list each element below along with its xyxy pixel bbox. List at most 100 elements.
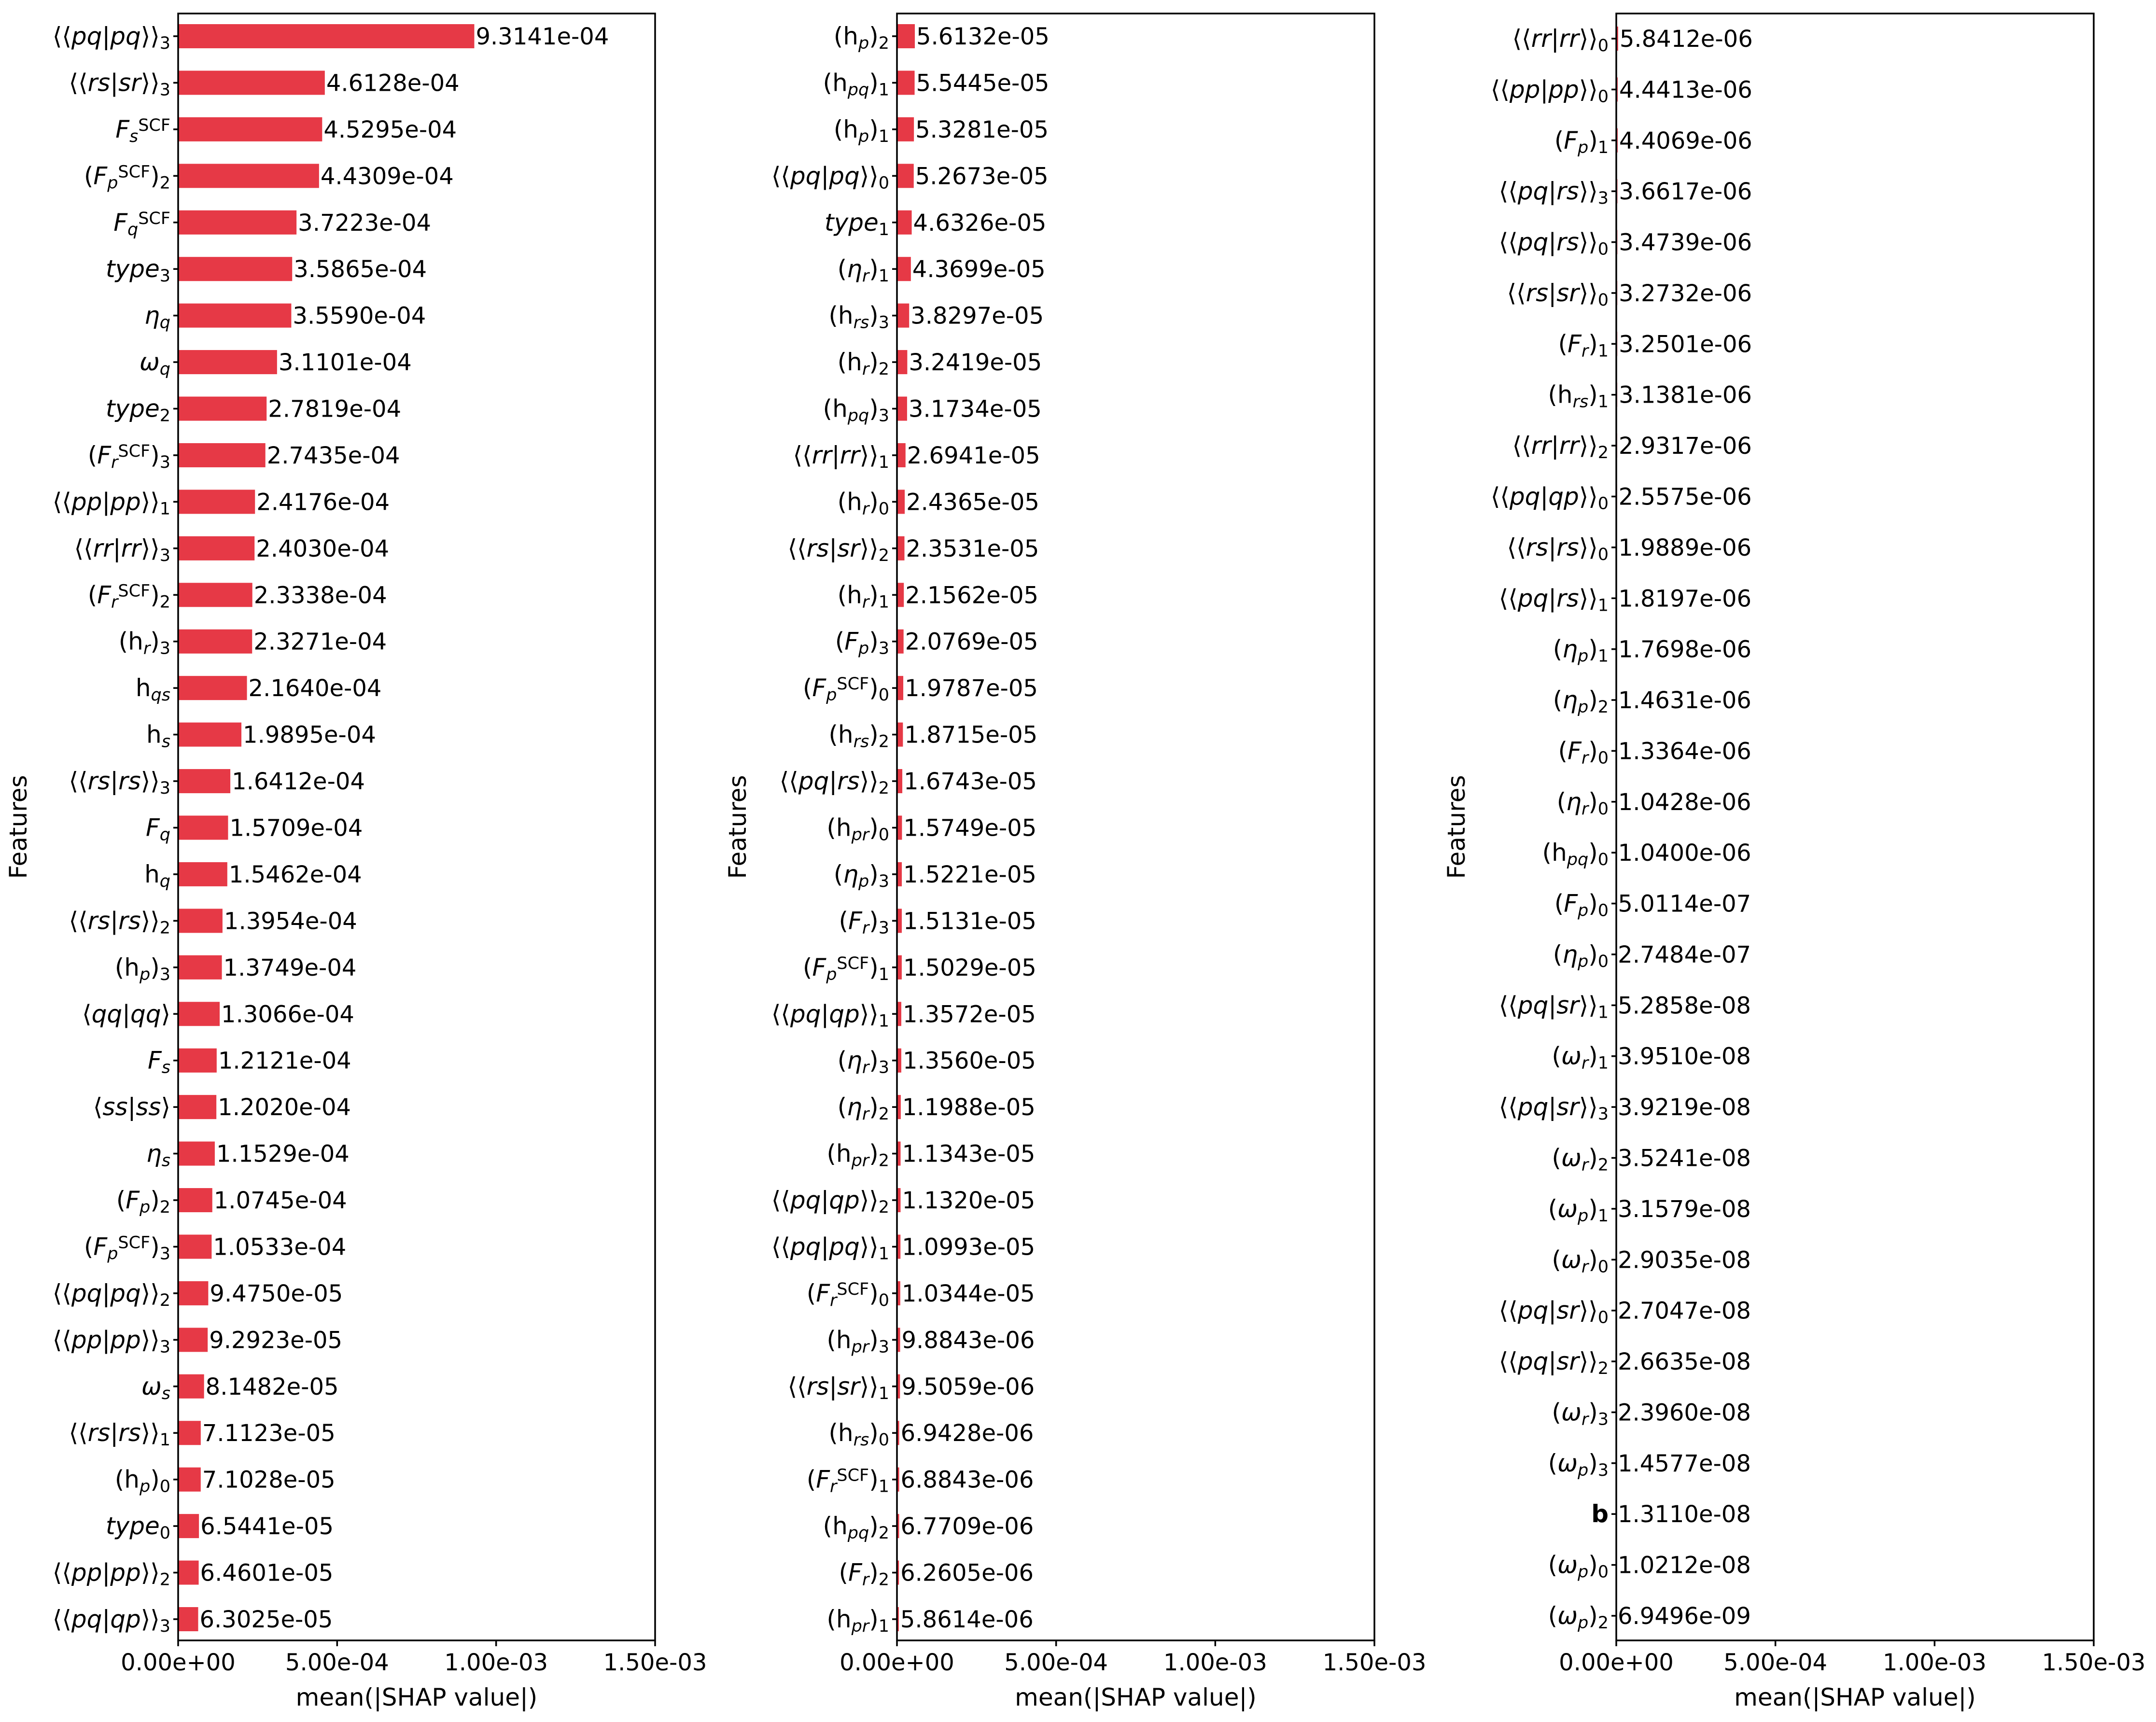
value-label: 1.9787e-05 [905,675,1038,702]
value-label: 2.7819e-04 [268,396,401,423]
bar [897,443,906,467]
feature-label: (ωr)2 [1552,1144,1609,1175]
feature-label: ⟨qq|qq⟩ [82,1000,170,1028]
value-label: 3.5590e-04 [293,303,426,330]
bar [897,350,908,375]
feature-label: (hp)1 [834,115,889,146]
x-tick-label: 0.00e+00 [121,1649,236,1676]
bar [178,722,242,747]
value-label: 9.5059e-06 [901,1373,1035,1400]
bar [897,303,910,328]
feature-label: (hr)2 [838,348,889,379]
feature-label: (ωr)0 [1552,1246,1609,1276]
feature-label: (hp)3 [115,953,170,984]
feature-label: (hr)1 [838,581,889,612]
feature-label: (hrs)0 [828,1419,889,1450]
value-label: 3.9219e-08 [1618,1094,1751,1121]
bar [897,1607,899,1631]
x-tick-label: 1.00e-03 [444,1649,548,1676]
bar [178,1234,212,1259]
bar [178,490,255,514]
feature-label: (hpq)1 [823,69,889,99]
bar [178,1374,204,1399]
feature-label: ⟨⟨rr|rr⟩⟩1 [793,441,889,472]
value-label: 1.0993e-05 [902,1233,1035,1260]
value-label: 1.3560e-05 [903,1048,1036,1075]
value-label: 2.3960e-08 [1618,1399,1751,1426]
value-label: 6.9496e-09 [1618,1603,1751,1630]
feature-label: ⟨⟨pq|sr⟩⟩1 [1499,991,1609,1022]
value-label: 3.2732e-06 [1619,280,1752,307]
feature-label: (FrSCF)2 [88,581,170,612]
value-label: 6.3025e-05 [200,1606,333,1633]
value-label: 9.3141e-04 [476,23,609,50]
bar [897,909,902,933]
bar [897,1421,899,1445]
bar [897,490,905,514]
bar [178,629,252,654]
value-label: 1.3749e-04 [224,954,357,981]
value-label: 1.9889e-06 [1618,534,1751,561]
bar [178,443,266,467]
feature-label: ⟨⟨pq|pq⟩⟩2 [53,1279,170,1310]
feature-label: ⟨⟨pp|pp⟩⟩3 [53,1326,170,1357]
feature-label: ⟨⟨pq|qp⟩⟩0 [1491,482,1609,513]
bar [897,1281,900,1305]
bar [1616,27,1618,51]
feature-label: (hr)0 [838,488,889,518]
bar [178,909,223,933]
value-label: 1.4631e-06 [1618,687,1751,714]
bar [897,1328,900,1352]
bar [897,1188,901,1213]
feature-label: (FrSCF)1 [807,1466,889,1497]
value-label: 1.3364e-06 [1618,738,1751,765]
bar [178,70,325,95]
feature-label: (hpq)2 [823,1512,889,1543]
feature-label: Fq [146,814,170,845]
feature-label: ⟨⟨rr|rr⟩⟩3 [74,534,170,565]
feature-label: hs [146,721,170,752]
bar [178,815,228,840]
value-label: 5.2858e-08 [1618,992,1751,1019]
bar [178,1514,199,1539]
feature-label: (ηp)2 [1553,686,1609,717]
bar [178,164,319,188]
bar [178,1048,217,1073]
value-label: 1.6412e-04 [232,768,365,795]
value-label: 2.1562e-05 [905,582,1038,609]
feature-label: ⟨⟨rs|sr⟩⟩2 [788,534,889,565]
value-label: 1.5462e-04 [229,861,362,888]
value-label: 3.5865e-04 [294,256,427,283]
feature-label: (hp)2 [834,22,889,53]
feature-label: (FrSCF)0 [807,1279,889,1310]
feature-label: ⟨⟨pp|pp⟩⟩1 [53,488,170,518]
bar [897,1095,901,1120]
bar [897,24,915,48]
value-label: 2.3271e-04 [253,629,387,656]
feature-label: ⟨⟨rs|rs⟩⟩1 [69,1419,170,1450]
value-label: 5.0114e-07 [1618,891,1751,918]
value-label: 2.9317e-06 [1619,433,1752,460]
feature-label: ⟨⟨pq|rs⟩⟩1 [1499,584,1609,615]
value-label: 4.6128e-04 [326,70,460,97]
feature-label: (ηr)2 [838,1093,889,1124]
value-label: 6.8843e-06 [901,1467,1034,1494]
feature-label: (ηp)1 [1553,635,1609,666]
x-axis-title: mean(|SHAP value|) [1734,1683,1976,1711]
bar [178,1607,198,1631]
feature-label: ηs [146,1140,170,1171]
feature-label: (ηp)3 [834,860,889,891]
value-label: 2.6941e-05 [907,442,1040,469]
bar [178,862,227,886]
bar [897,536,905,560]
value-label: 1.5749e-05 [903,815,1036,842]
bar [178,303,292,328]
value-label: 1.0212e-08 [1618,1552,1751,1579]
bar [897,1467,899,1492]
value-label: 1.7698e-06 [1618,636,1751,663]
value-label: 1.0533e-04 [213,1233,346,1260]
value-label: 2.4365e-05 [906,489,1039,516]
bar [897,629,904,654]
feature-label: (FpSCF)1 [803,953,889,984]
